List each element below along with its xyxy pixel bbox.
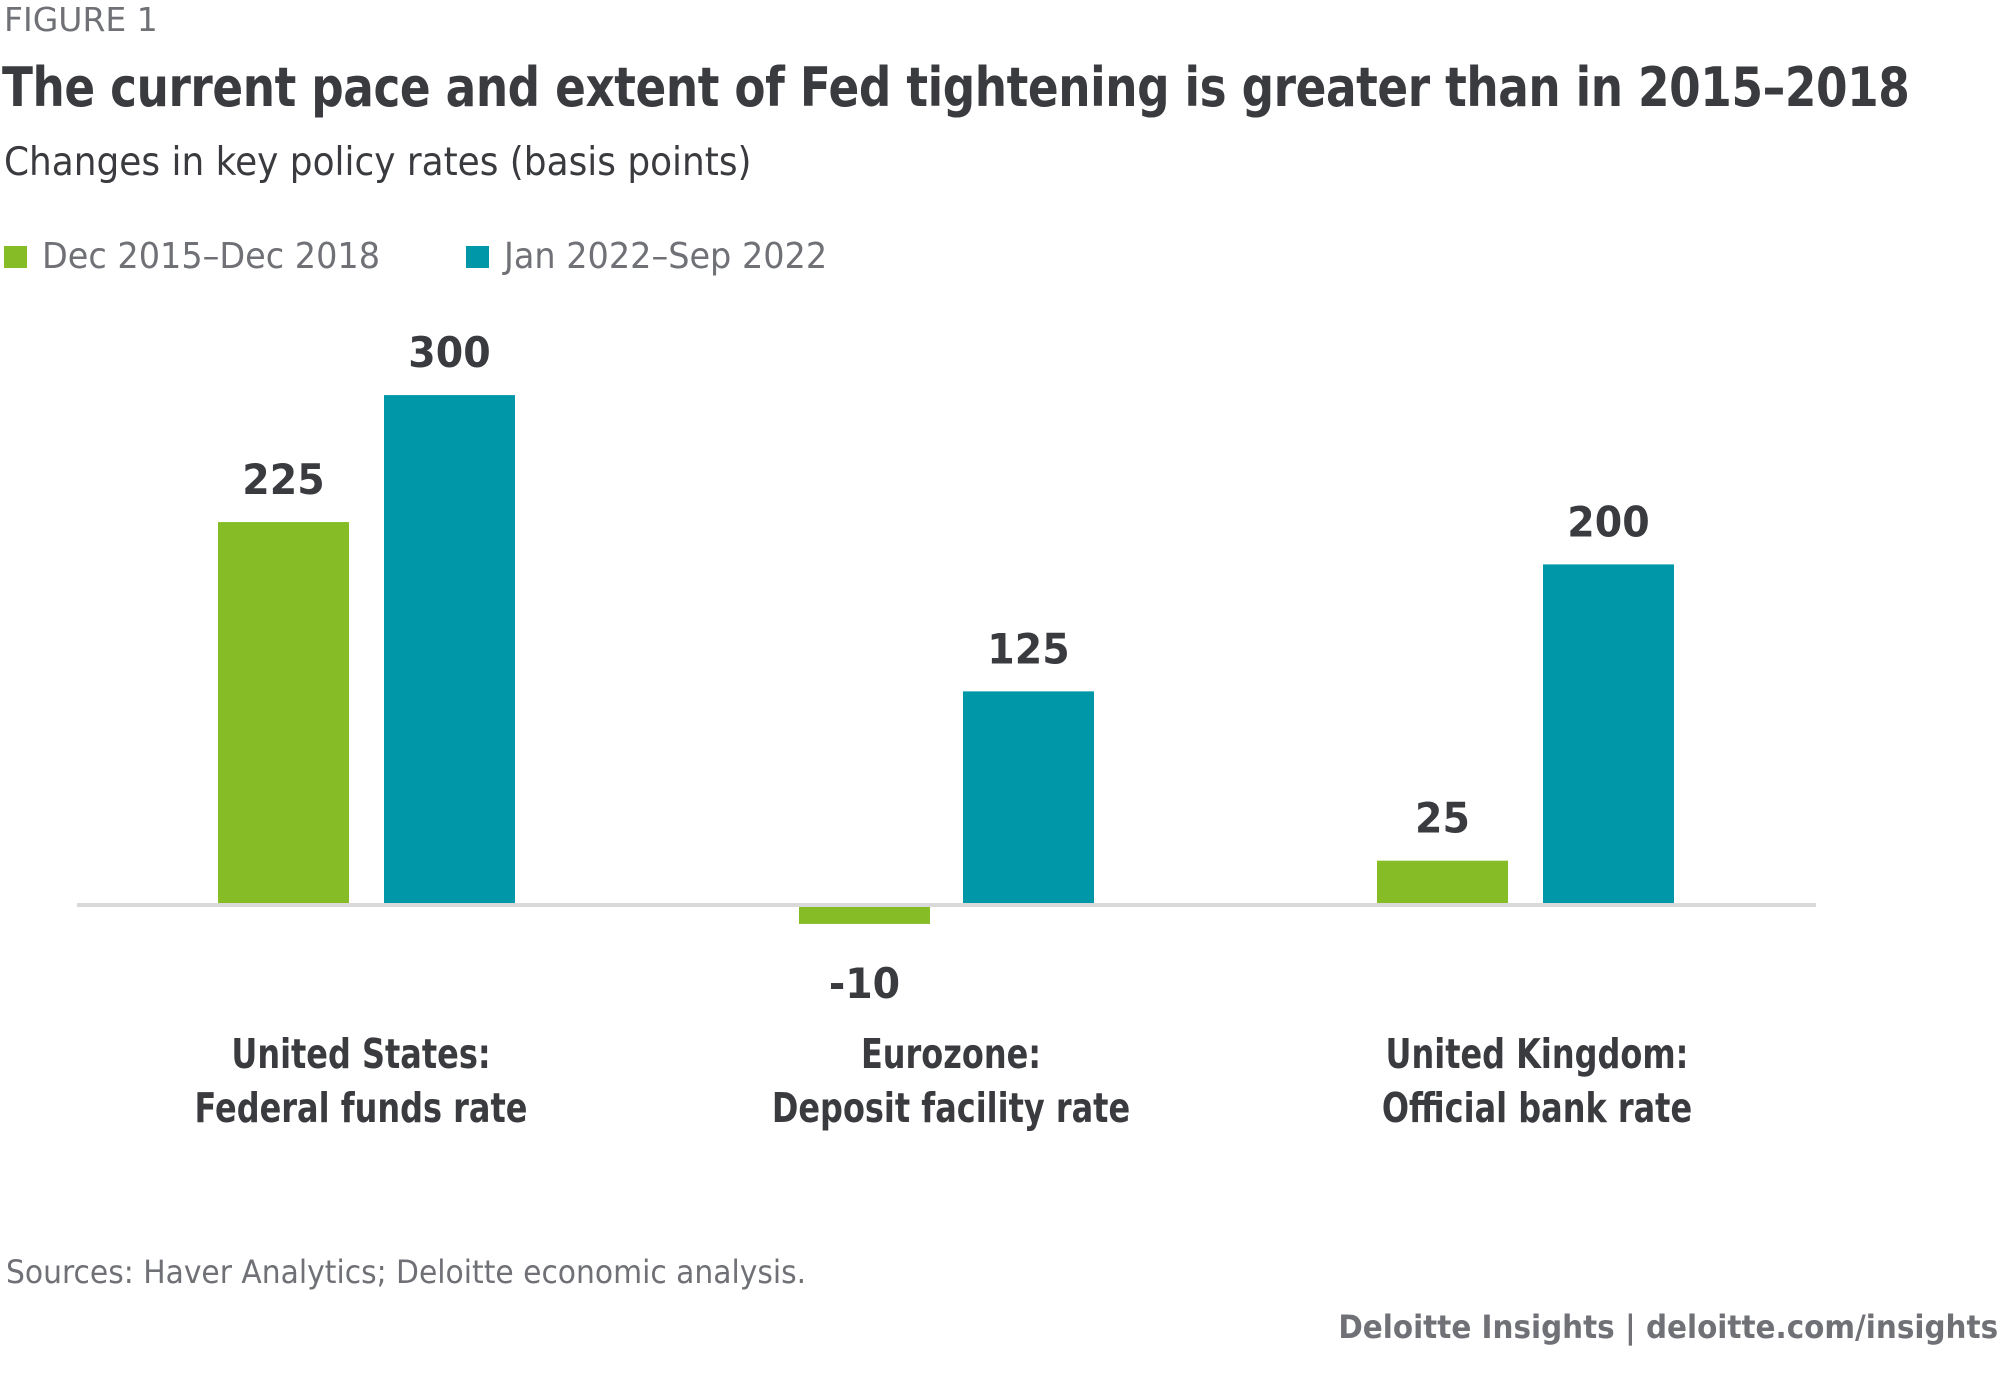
bar-jan2022-sep2022-1 (963, 691, 1094, 903)
legend-label: Dec 2015–Dec 2018 (42, 236, 381, 277)
category-labels-group: United States: Federal funds rate Eurozone… (195, 1030, 1693, 1132)
chart-title: The current pace and extent of Fed tight… (2, 56, 1910, 119)
bar-jan2022-sep2022-0 (384, 395, 515, 903)
category-label-region: Eurozone: (861, 1030, 1041, 1078)
data-label: 200 (1567, 497, 1649, 546)
publisher-credit: Deloitte Insights | deloitte.com/insight… (1338, 1308, 1998, 1346)
data-label: 25 (1415, 794, 1470, 843)
source-note: Sources: Haver Analytics; Deloitte econo… (6, 1253, 807, 1291)
category-label-rate: Deposit facility rate (772, 1084, 1130, 1132)
category-label-rate: Federal funds rate (195, 1084, 528, 1132)
bar-dec2015-dec2018-2 (1377, 860, 1508, 903)
bar-dec2015-dec2018-0 (218, 522, 349, 903)
chart-subtitle: Changes in key policy rates (basis point… (4, 140, 752, 185)
category-label-region: United Kingdom: (1386, 1030, 1689, 1078)
bar-jan2022-sep2022-2 (1543, 564, 1674, 903)
legend-item-series-2: Jan 2022–Sep 2022 (466, 236, 851, 277)
data-label: 125 (987, 624, 1069, 673)
legend-item-series-1: Dec 2015–Dec 2018 (4, 236, 405, 277)
data-label: 225 (242, 455, 324, 504)
data-label: -10 (829, 959, 900, 1008)
category-label-region: United States: (231, 1030, 490, 1078)
bars-group (218, 395, 1674, 924)
value-labels-group: 225 300 -10 125 25 200 (242, 328, 1649, 1008)
bar-dec2015-dec2018-1 (799, 907, 930, 924)
data-label: 300 (408, 328, 490, 377)
legend-label: Jan 2022–Sep 2022 (504, 236, 828, 277)
legend-swatch-teal (466, 245, 489, 268)
figure-label: FIGURE 1 (4, 0, 158, 39)
category-label-rate: Official bank rate (1382, 1084, 1692, 1132)
legend-swatch-green (4, 245, 27, 268)
